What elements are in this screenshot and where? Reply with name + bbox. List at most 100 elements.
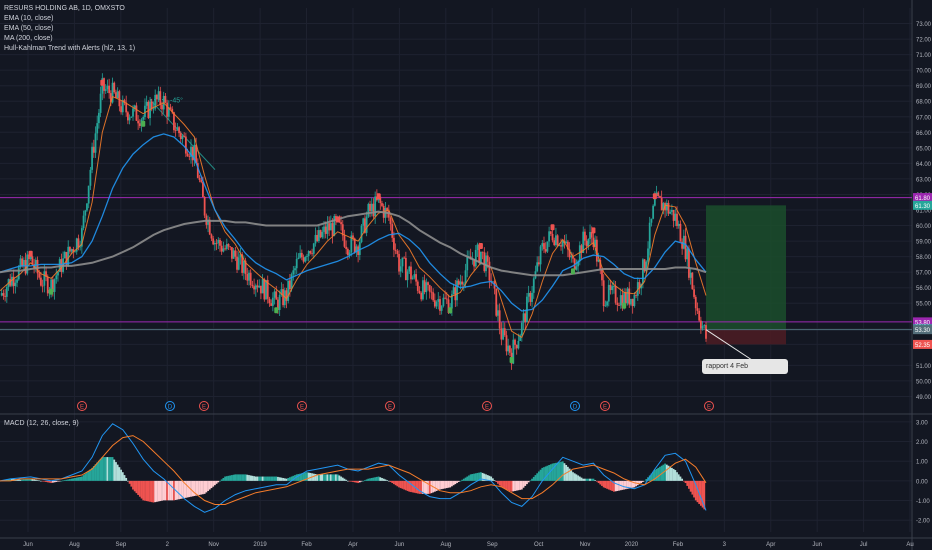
macd-histogram-bar: [507, 480, 510, 491]
candle-body: [179, 133, 182, 140]
macd-histogram-bar: [664, 463, 666, 481]
macd-histogram-bar: [372, 477, 375, 481]
macd-histogram-bar: [106, 457, 109, 481]
macd-histogram-bar: [282, 477, 284, 481]
candle-body: [138, 123, 141, 126]
macd-histogram-bar: [268, 476, 271, 481]
macd-histogram-bar: [459, 480, 462, 482]
macd-histogram-bar: [626, 480, 629, 489]
indicator-ema50[interactable]: EMA (50, close): [4, 25, 54, 32]
time-tick-label: Feb: [673, 542, 684, 548]
macd-histogram-bar: [589, 478, 591, 481]
candle-body: [4, 295, 7, 297]
candle-body: [638, 282, 641, 289]
candle-body: [181, 135, 184, 140]
macd-histogram-bar: [167, 480, 170, 501]
macd-histogram-bar: [242, 474, 245, 481]
macd-legend[interactable]: MACD (12, 26, close, 9): [4, 420, 79, 427]
time-tick-label: 2: [166, 542, 170, 548]
time-tick-label: 2020: [625, 542, 639, 548]
macd-histogram-bar: [50, 480, 53, 484]
candle-body: [473, 259, 475, 267]
candle-body: [594, 239, 597, 247]
macd-histogram-bar: [602, 480, 605, 488]
candle-body: [590, 231, 593, 238]
candle-body: [599, 259, 602, 270]
candle-body: [498, 310, 501, 329]
macd-histogram-bar: [98, 460, 100, 481]
candle-body: [503, 328, 506, 336]
indicator-ma200[interactable]: MA (200, close): [4, 35, 53, 42]
macd-histogram-bar: [21, 479, 24, 481]
candle-body: [161, 104, 163, 110]
candle-body: [306, 256, 308, 258]
macd-histogram-bar: [46, 480, 49, 483]
time-tick-label: Jul: [860, 542, 868, 548]
candle-body: [239, 254, 242, 258]
macd-histogram-bar: [497, 480, 499, 484]
macd-histogram-bar: [648, 475, 651, 481]
macd-axis: 3.00 2.00 1.00 0.00 -1.00 -2.00: [916, 420, 930, 524]
candle-body: [285, 290, 288, 301]
candle-body: [28, 254, 30, 260]
macd-histogram-bar: [699, 480, 702, 506]
candle-body: [589, 231, 591, 240]
macd-histogram-bar: [101, 457, 104, 481]
macd-histogram-bar: [350, 480, 353, 482]
ma200-line: [0, 210, 707, 277]
macd-histogram-bar: [394, 480, 397, 486]
buy-marker: [622, 302, 627, 309]
candle-body: [63, 252, 66, 259]
indicator-ema10[interactable]: EMA (10, close): [4, 15, 54, 22]
macd-histogram-bar: [609, 480, 612, 491]
candle-body: [200, 179, 203, 183]
macd-histogram-bar: [345, 479, 348, 481]
candle-body: [89, 169, 92, 186]
chart-legend: RESURS HOLDING AB, 1D, OMXSTO EMA (10, c…: [4, 4, 135, 54]
candle-body: [125, 102, 128, 113]
macd-histogram-bar: [212, 480, 215, 487]
macd-histogram-bar: [679, 476, 682, 481]
candle-body: [77, 238, 80, 247]
candle-body: [321, 231, 324, 238]
candle-body: [635, 295, 637, 296]
sell-marker: [478, 242, 483, 249]
macd-histogram-bar: [382, 478, 385, 481]
macd-histogram-bar: [411, 480, 414, 493]
price-tag-badge: [913, 193, 932, 203]
macd-histogram-bar: [582, 478, 585, 481]
candle-body: [672, 209, 675, 221]
macd-histogram-bar: [386, 480, 389, 481]
macd-histogram-bar: [321, 474, 324, 481]
macd-histogram-bar: [418, 480, 421, 494]
candle-body: [411, 277, 414, 280]
candle-body: [145, 101, 148, 106]
candle-body: [437, 299, 440, 302]
event-marker-label: E: [603, 405, 607, 411]
candle-body: [479, 251, 482, 263]
candle-body: [691, 272, 694, 290]
macd-histogram-bar: [96, 462, 99, 481]
candle-body: [55, 275, 58, 280]
note-callout[interactable]: rapport 4 Feb: [702, 359, 788, 374]
price-tick-label: 70.00: [916, 69, 932, 75]
macd-histogram-bar: [184, 480, 187, 498]
price-tick-label: 55.00: [916, 302, 932, 308]
candle-body: [120, 106, 122, 113]
candle-body: [630, 298, 632, 305]
candle-body: [123, 100, 126, 103]
candle-body: [398, 253, 400, 272]
time-tick-label: Aug: [440, 542, 451, 548]
candle-body: [452, 287, 455, 295]
macd-histogram-bar: [31, 479, 34, 481]
candle-body: [323, 226, 325, 232]
candle-body: [696, 308, 699, 311]
macd-histogram-bar: [265, 476, 267, 481]
candle-body: [128, 117, 131, 121]
buy-marker: [141, 120, 146, 127]
macd-histogram-bar: [213, 480, 216, 486]
macd-histogram-bar: [162, 480, 165, 501]
indicator-hull-kahlman[interactable]: Hull-Kahlman Trend with Alerts (hl2, 13,…: [4, 45, 136, 52]
earnings-marker: [199, 401, 209, 411]
